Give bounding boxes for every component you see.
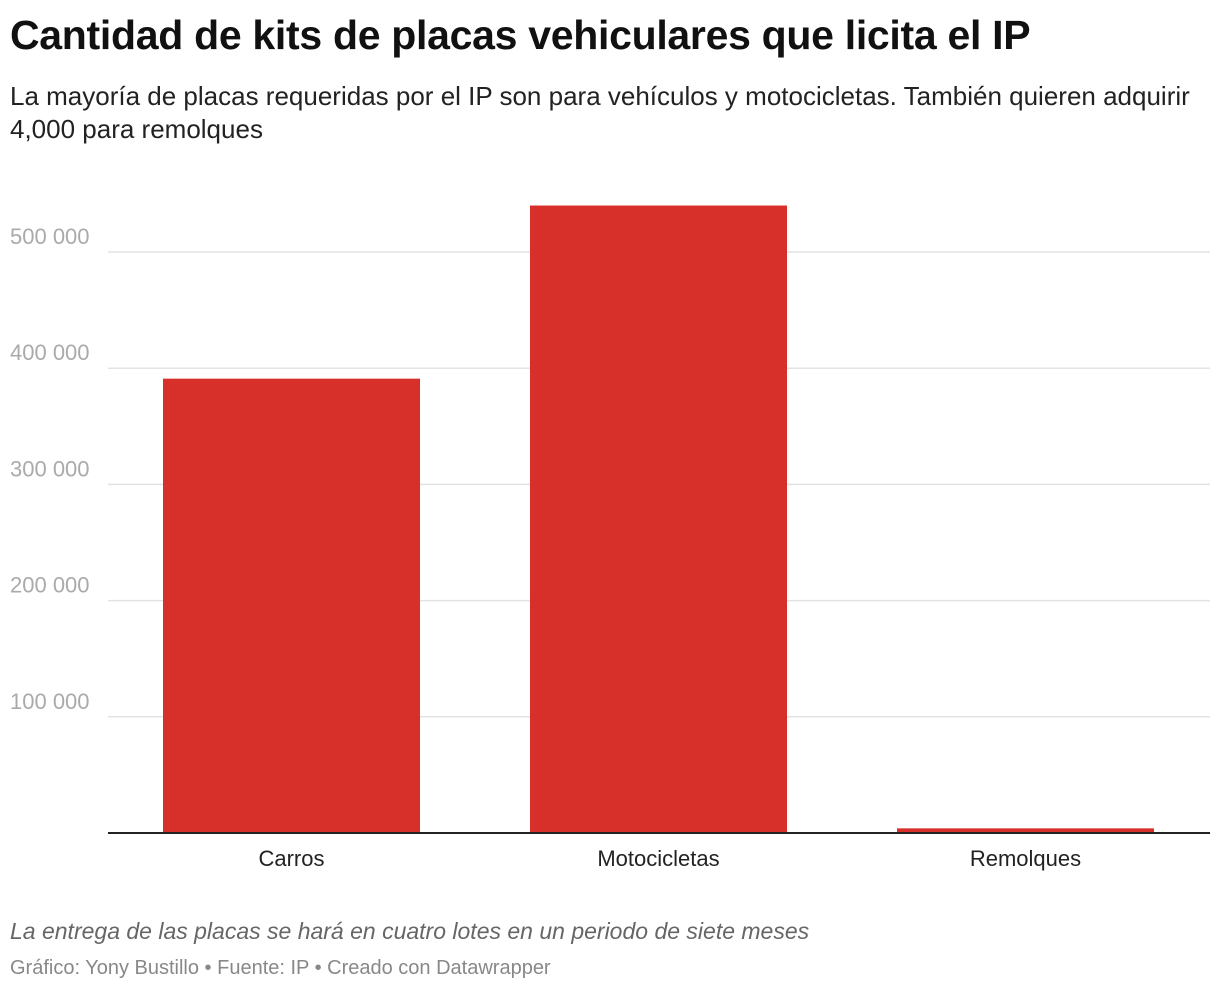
y-tick-label: 200 000 [10,573,90,598]
y-tick-label: 500 000 [10,224,90,249]
y-tick-label: 400 000 [10,340,90,365]
chart-title: Cantidad de kits de placas vehiculares q… [10,12,1031,58]
bar-motocicletas [530,205,787,833]
x-category-label: Motocicletas [597,846,719,871]
chart-subtitle: La mayoría de placas requeridas por el I… [10,81,1190,144]
x-category-label: Remolques [970,846,1081,871]
chart-note: La entrega de las placas se hará en cuat… [10,918,810,944]
bar-chart: 100 000 200 000 300 000 400 000 500 000 Carr… [10,205,1210,871]
y-tick-label: 100 000 [10,689,90,714]
bar-remolques [897,828,1154,833]
bar-carros [163,378,420,833]
y-tick-label: 300 000 [10,456,90,481]
chart-credits: Gráfico: Yony Bustillo • Fuente: IP • Cr… [10,957,551,979]
x-category-label: Carros [258,846,324,871]
bars [163,205,1154,833]
category-labels: Carros Motocicletas Remolques [258,846,1081,871]
